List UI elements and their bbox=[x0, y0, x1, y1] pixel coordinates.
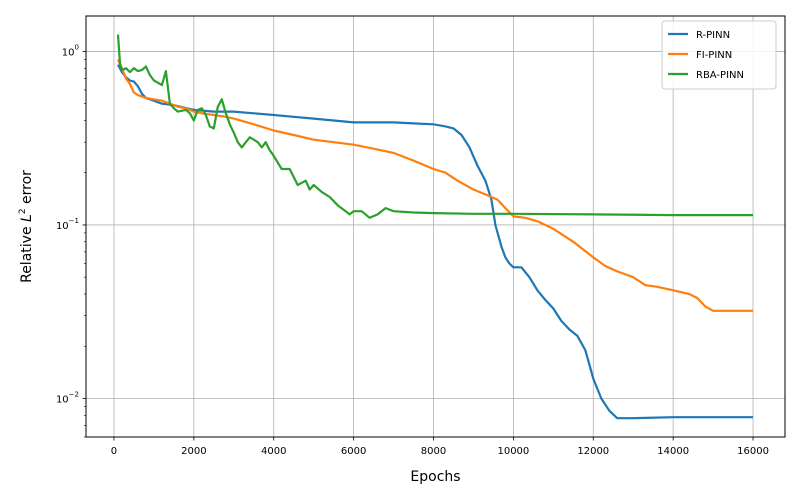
legend: R-PINN FI-PINN RBA-PINN bbox=[661, 20, 777, 90]
y-axis-label-prefix: Relative bbox=[19, 222, 35, 283]
x-tick-label: 2000 bbox=[181, 446, 206, 457]
x-tick-label: 8000 bbox=[421, 446, 446, 457]
y-tick-label: 100 bbox=[62, 43, 79, 58]
y-axis-label: Relative L2 error bbox=[18, 170, 35, 283]
y-tick-label: 10−1 bbox=[56, 217, 79, 232]
series-layer bbox=[116, 34, 753, 420]
x-tick-label: 0 bbox=[111, 446, 117, 457]
y-axis-label-sup: 2 bbox=[18, 208, 28, 214]
x-tick-label: 12000 bbox=[577, 446, 609, 457]
y-axis-label-var: L bbox=[19, 214, 35, 222]
legend-label: FI-PINN bbox=[696, 50, 732, 61]
x-tick-label: 16000 bbox=[737, 446, 769, 457]
series-line-rba-pinn bbox=[116, 34, 753, 219]
series-line-fi-pinn bbox=[116, 58, 753, 312]
x-tick-label: 4000 bbox=[261, 446, 286, 457]
x-tick-label: 14000 bbox=[657, 446, 689, 457]
y-tick-label: 10−2 bbox=[56, 391, 79, 406]
plot-frame bbox=[85, 15, 786, 438]
y-axis-label-suffix: error bbox=[19, 170, 35, 209]
ticks: 0 2000 4000 6000 8000 10000 12000 14000 16000 10−… bbox=[56, 43, 769, 457]
x-tick-label: 6000 bbox=[341, 446, 366, 457]
x-axis-label: Epochs bbox=[410, 469, 460, 485]
x-tick-label: 10000 bbox=[497, 446, 529, 457]
legend-label: RBA-PINN bbox=[696, 70, 744, 81]
legend-box bbox=[661, 20, 777, 90]
series-line-r-pinn bbox=[117, 64, 753, 420]
legend-label: R-PINN bbox=[696, 30, 730, 41]
